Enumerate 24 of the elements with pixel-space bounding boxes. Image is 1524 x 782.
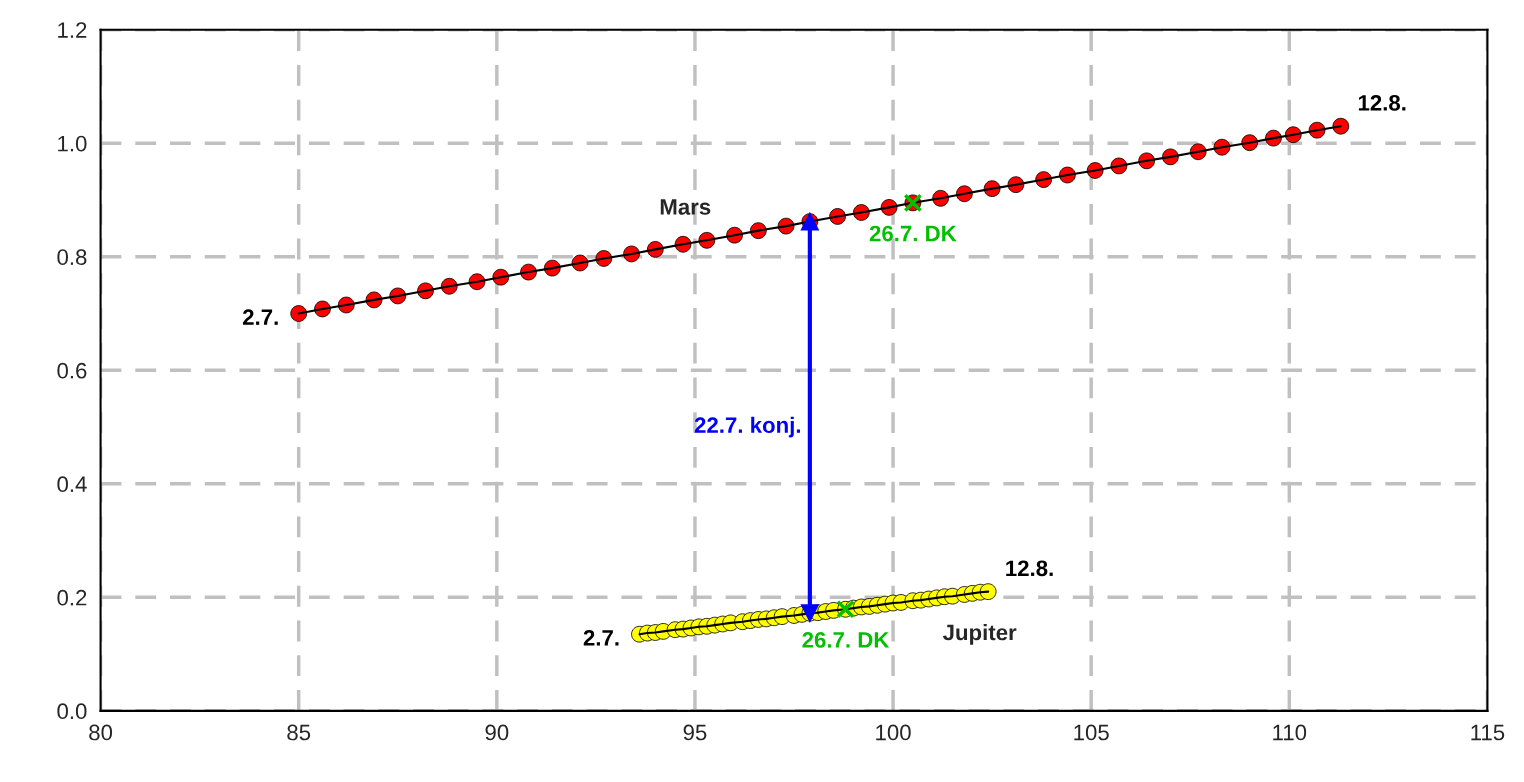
x-tick-label: 105 [1074,724,1109,741]
x-tick-label: 95 [683,724,707,741]
y-tick-label: 0.6 [57,362,87,379]
y-tick-label: 0.8 [57,249,87,266]
x-tick-label: 110 [1273,724,1307,741]
annotation: 26.7. DK [802,632,890,648]
annotation: 26.7. DK [869,225,957,242]
y-tick-label: 1.2 [58,22,87,38]
y-tick-label: 0.0 [57,703,87,720]
x-tick-label: 115 [1471,724,1505,741]
y-tick-label: 0.4 [57,476,87,493]
x-tick-label: 80 [89,724,113,741]
y-tick-label: 1.0 [58,135,87,152]
annotation: 12.8. [1358,94,1406,111]
x-tick-label: 90 [485,724,509,741]
annotation: 2.7. [583,630,619,646]
series-label: Jupiter [942,624,1017,645]
annotation: 2.7. [242,309,278,325]
x-tick-label: 100 [876,724,911,741]
annotation: 12.8. [1006,560,1053,577]
y-tick-label: 0.2 [57,589,87,606]
annotation: 22.7. konj. [694,416,800,438]
x-tick-label: 85 [287,724,311,741]
series-label: Mars [660,199,711,215]
